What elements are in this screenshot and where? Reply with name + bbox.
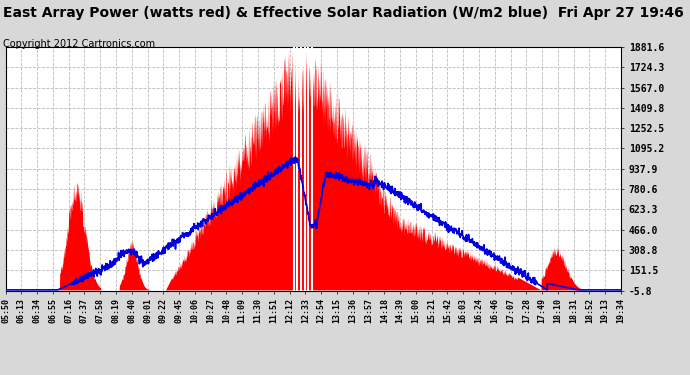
Text: Copyright 2012 Cartronics.com: Copyright 2012 Cartronics.com bbox=[3, 39, 155, 50]
Text: East Array Power (watts red) & Effective Solar Radiation (W/m2 blue)  Fri Apr 27: East Array Power (watts red) & Effective… bbox=[3, 6, 684, 20]
